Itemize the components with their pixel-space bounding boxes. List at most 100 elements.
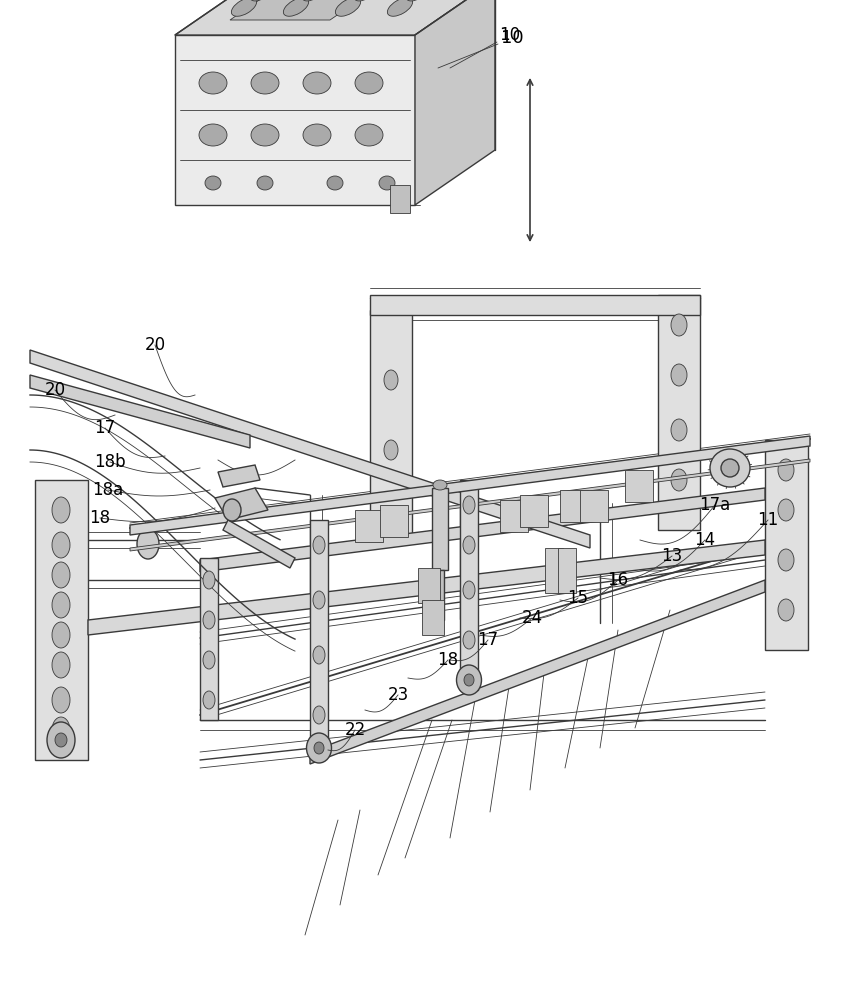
Ellipse shape xyxy=(199,72,227,94)
Ellipse shape xyxy=(199,124,227,146)
Polygon shape xyxy=(380,505,408,537)
Polygon shape xyxy=(310,580,765,764)
Polygon shape xyxy=(218,465,260,487)
Polygon shape xyxy=(436,570,444,620)
Ellipse shape xyxy=(778,499,794,521)
Ellipse shape xyxy=(463,536,475,554)
Text: 10: 10 xyxy=(501,29,523,47)
Text: 20: 20 xyxy=(144,336,166,354)
Ellipse shape xyxy=(47,722,75,758)
Polygon shape xyxy=(765,440,808,650)
Ellipse shape xyxy=(232,0,256,16)
Polygon shape xyxy=(370,310,412,540)
Ellipse shape xyxy=(778,599,794,621)
Polygon shape xyxy=(370,295,700,315)
Ellipse shape xyxy=(52,622,70,648)
Ellipse shape xyxy=(203,651,215,669)
Ellipse shape xyxy=(671,364,687,386)
Text: 18b: 18b xyxy=(94,453,126,471)
Ellipse shape xyxy=(778,459,794,481)
Polygon shape xyxy=(223,520,295,568)
Ellipse shape xyxy=(306,733,332,763)
Ellipse shape xyxy=(251,72,279,94)
Ellipse shape xyxy=(463,496,475,514)
Ellipse shape xyxy=(251,124,279,146)
Ellipse shape xyxy=(327,176,343,190)
Ellipse shape xyxy=(313,706,325,724)
Ellipse shape xyxy=(463,581,475,599)
Ellipse shape xyxy=(671,314,687,336)
Ellipse shape xyxy=(671,419,687,441)
Polygon shape xyxy=(658,295,700,530)
Polygon shape xyxy=(215,488,268,520)
Ellipse shape xyxy=(313,646,325,664)
Text: 22: 22 xyxy=(345,721,366,739)
Polygon shape xyxy=(580,490,608,522)
Polygon shape xyxy=(200,488,765,572)
Polygon shape xyxy=(500,500,528,532)
Polygon shape xyxy=(30,375,250,448)
Ellipse shape xyxy=(710,449,750,487)
Ellipse shape xyxy=(137,529,159,559)
Ellipse shape xyxy=(52,532,70,558)
Polygon shape xyxy=(545,548,563,593)
Text: 24: 24 xyxy=(522,609,543,627)
Ellipse shape xyxy=(313,536,325,554)
Ellipse shape xyxy=(671,469,687,491)
Polygon shape xyxy=(310,520,328,755)
Ellipse shape xyxy=(335,0,361,16)
Text: 17a: 17a xyxy=(699,496,731,514)
Ellipse shape xyxy=(203,611,215,629)
Text: 20: 20 xyxy=(44,381,66,399)
Polygon shape xyxy=(625,470,653,502)
Text: 16: 16 xyxy=(607,571,628,589)
Text: 17: 17 xyxy=(94,419,115,437)
Ellipse shape xyxy=(464,674,474,686)
Ellipse shape xyxy=(303,72,331,94)
Text: 11: 11 xyxy=(758,511,779,529)
Ellipse shape xyxy=(52,562,70,588)
Text: 13: 13 xyxy=(662,547,682,565)
Ellipse shape xyxy=(313,591,325,609)
Ellipse shape xyxy=(384,370,398,390)
Polygon shape xyxy=(230,0,370,20)
Polygon shape xyxy=(175,0,495,35)
Text: 18: 18 xyxy=(90,509,110,527)
Text: 15: 15 xyxy=(568,589,588,607)
Polygon shape xyxy=(130,436,810,535)
Ellipse shape xyxy=(457,665,481,695)
Ellipse shape xyxy=(387,0,413,16)
Ellipse shape xyxy=(203,571,215,589)
Ellipse shape xyxy=(52,592,70,618)
Polygon shape xyxy=(520,495,548,527)
Polygon shape xyxy=(130,459,810,551)
Ellipse shape xyxy=(384,440,398,460)
Ellipse shape xyxy=(355,72,383,94)
Ellipse shape xyxy=(433,480,447,490)
Ellipse shape xyxy=(52,652,70,678)
Ellipse shape xyxy=(223,499,241,521)
Polygon shape xyxy=(558,548,576,593)
Ellipse shape xyxy=(778,549,794,571)
Polygon shape xyxy=(390,185,410,213)
Ellipse shape xyxy=(205,176,221,190)
Ellipse shape xyxy=(52,687,70,713)
Polygon shape xyxy=(415,0,495,205)
Text: 23: 23 xyxy=(387,686,409,704)
Ellipse shape xyxy=(52,497,70,523)
FancyBboxPatch shape xyxy=(422,600,444,635)
Polygon shape xyxy=(560,490,588,522)
Text: 14: 14 xyxy=(694,531,716,549)
Polygon shape xyxy=(88,540,765,635)
Polygon shape xyxy=(175,35,415,205)
Polygon shape xyxy=(432,488,448,570)
Text: 18: 18 xyxy=(438,651,458,669)
Ellipse shape xyxy=(379,176,395,190)
Ellipse shape xyxy=(52,717,70,743)
Ellipse shape xyxy=(355,124,383,146)
Text: 18a: 18a xyxy=(92,481,124,499)
Polygon shape xyxy=(200,558,218,720)
Ellipse shape xyxy=(283,0,309,16)
Ellipse shape xyxy=(721,459,739,477)
Ellipse shape xyxy=(55,733,67,747)
